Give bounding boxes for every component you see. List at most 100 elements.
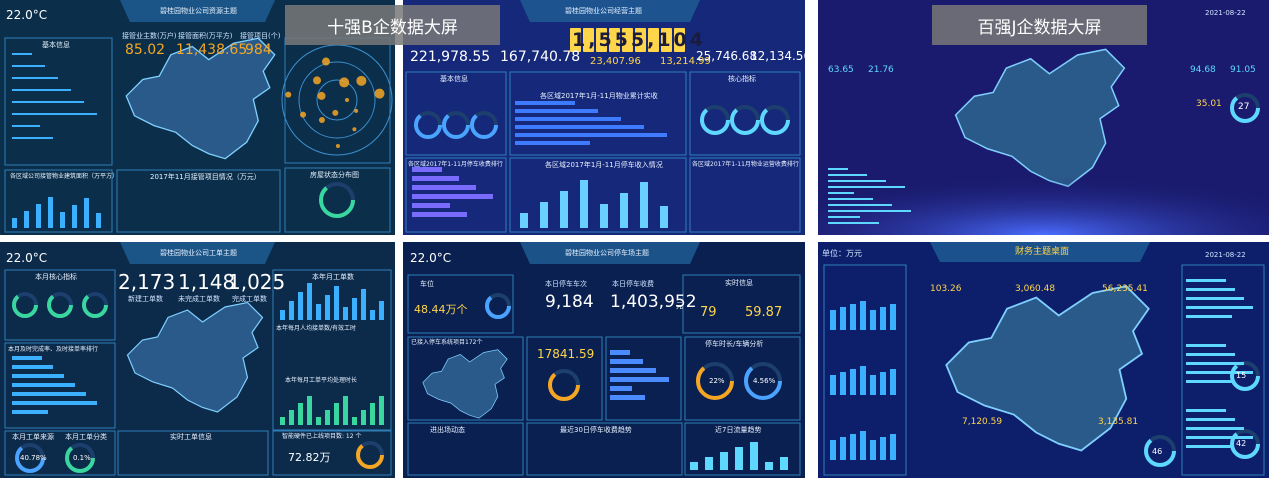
deco-bar <box>352 417 357 425</box>
deco-bar <box>828 210 911 212</box>
deco-bar <box>860 366 866 395</box>
deco-bar <box>610 350 630 355</box>
deco-bar <box>520 213 528 228</box>
finance-value: 3,060.48 <box>1015 284 1056 294</box>
kpi-label: 新建工单数 <box>128 295 163 303</box>
section-title: 本年每月人均接单数/有效工时 <box>276 325 357 332</box>
deco-bar <box>412 176 459 181</box>
deco-bar <box>750 442 758 470</box>
ring-label: 4.56% <box>753 377 776 385</box>
deco-bar <box>289 301 294 320</box>
panel-parking <box>403 242 805 478</box>
deco-bar <box>412 212 467 217</box>
deco-bar <box>12 65 45 67</box>
deco-bar <box>1186 427 1244 430</box>
ring-arc <box>730 105 760 135</box>
radar-dots <box>285 57 385 148</box>
section-title: 实时信息 <box>725 279 753 287</box>
section-title: 基本信息 <box>440 75 468 83</box>
deco-bar <box>280 417 285 425</box>
deco-bar <box>560 191 568 228</box>
deco-bar <box>12 383 75 387</box>
dot <box>317 91 326 100</box>
digit-box <box>596 28 607 52</box>
dot <box>335 143 340 148</box>
deco-bar <box>1186 371 1253 374</box>
panel-title: 碧桂园物业公司经营主题 <box>565 7 642 15</box>
deco-bar <box>12 401 97 405</box>
deco-bar <box>289 410 294 425</box>
deco-bar <box>12 374 64 378</box>
section-title: 本月工单来源 <box>12 433 54 441</box>
deco-bar <box>515 101 575 105</box>
deco-bar <box>880 437 886 460</box>
deco-bar <box>12 410 48 414</box>
deco-bar <box>84 198 89 228</box>
metric: 91.05 <box>1230 65 1256 75</box>
section-title: 本月及时完成率、及时接单率排行 <box>8 346 99 353</box>
section-title: 各区域2017年1月-11月物业累计实收 <box>540 92 658 100</box>
metric: 94.68 <box>1190 65 1216 75</box>
section-title: 各区域公司接管物业建筑面积（万平方） <box>10 173 119 180</box>
ring-arc <box>1230 361 1260 391</box>
deco-bar <box>1186 445 1232 448</box>
deco-bar <box>352 298 357 320</box>
deco-bar <box>620 193 628 228</box>
dot <box>313 76 322 85</box>
deco-bar <box>12 218 17 228</box>
overlay-label: 百强J企数据大屏 <box>932 5 1147 45</box>
deco-bar <box>850 434 856 460</box>
deco-bar <box>1186 418 1235 421</box>
deco-bar <box>325 410 330 425</box>
ring-arc <box>12 292 38 318</box>
header-bars <box>120 0 1150 264</box>
deco-bar <box>515 109 598 113</box>
deco-bar <box>828 216 860 218</box>
deco-bar <box>850 304 856 330</box>
deco-bar <box>870 310 876 330</box>
deco-bar <box>1186 288 1235 291</box>
unit: 单位：万元 <box>822 249 862 258</box>
deco-bar <box>540 202 548 228</box>
date: 2021-08-22 <box>1205 251 1246 259</box>
deco-bar <box>840 307 846 330</box>
deco-bar <box>828 222 879 224</box>
deco-bar <box>343 396 348 425</box>
deco-bar <box>880 307 886 330</box>
kpi-value: 984 <box>245 42 272 58</box>
deco-bar <box>610 368 656 373</box>
ring-arc <box>15 443 45 473</box>
finance-value: 56,235.41 <box>1102 284 1148 294</box>
deco-bar <box>412 194 493 199</box>
section-title: 智能硬件已上线项目数: 12 个 <box>282 433 362 440</box>
kpi-value: 167,740.78 <box>500 49 581 65</box>
section-title: 最近30日停车收费趋势 <box>560 426 632 434</box>
metric: 21.76 <box>868 65 894 75</box>
kpi-label: 接管项目(个) <box>240 32 281 40</box>
deco-bar <box>370 310 375 320</box>
deco-bar <box>860 301 866 330</box>
deco-bar <box>1186 436 1253 439</box>
deco-bar <box>12 53 32 55</box>
deco-bar <box>828 186 905 188</box>
kpi-value: 2,173 <box>118 270 176 294</box>
deco-bar <box>1186 297 1244 300</box>
kpi-value: 9,184 <box>545 292 594 312</box>
weather: 22.0°C <box>6 8 48 22</box>
panel-title: 碧桂园物业公司停车场主题 <box>565 249 649 257</box>
deco-bar <box>1186 362 1244 365</box>
section-title: 本年月工单数 <box>312 273 354 281</box>
section-title: 2017年11月接管项目情况（万元） <box>150 173 261 181</box>
deco-bar <box>890 304 896 330</box>
panel-title: 财务主题桌面 <box>1015 247 1070 257</box>
metric: 35.01 <box>1196 99 1222 109</box>
deco-bar <box>72 205 77 228</box>
dot <box>352 127 357 132</box>
deco-bar <box>96 213 101 228</box>
deco-bar <box>690 462 698 470</box>
kpi-label: 未完成工单数 <box>178 295 220 303</box>
deco-bar <box>735 447 743 470</box>
metric: 63.65 <box>828 65 854 75</box>
kpi-value: 221,978.55 <box>410 49 491 65</box>
kpi-value: 1,403,952 <box>610 292 697 312</box>
